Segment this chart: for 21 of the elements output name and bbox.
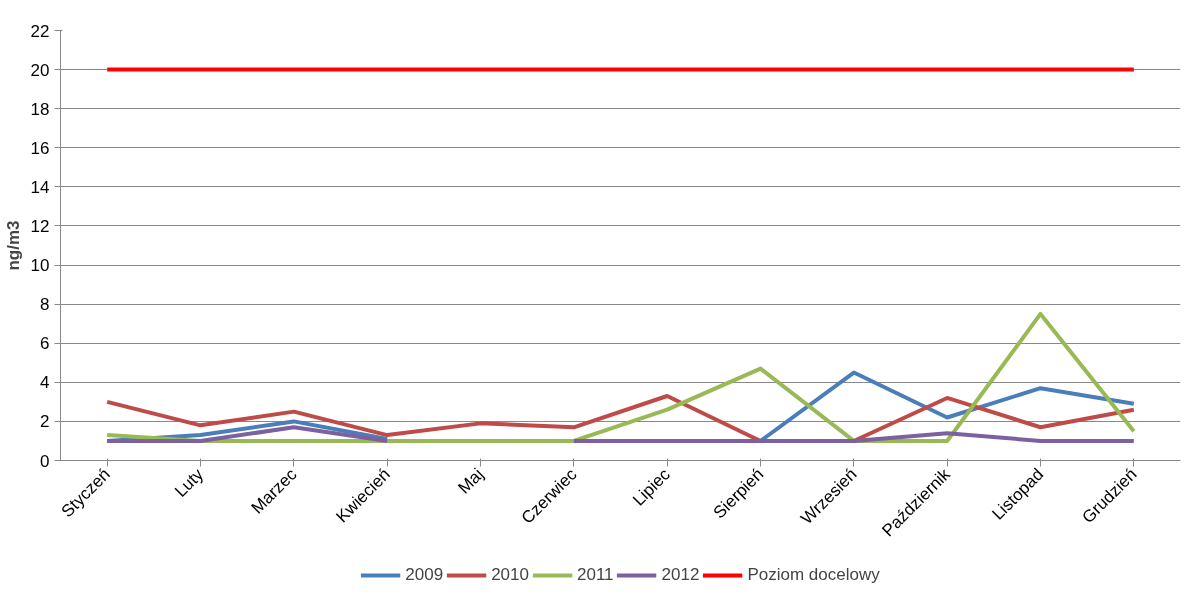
y-tick-label: 10 (30, 256, 50, 276)
y-tick-label: 16 (30, 138, 50, 158)
y-tick-label: 2 (40, 412, 50, 432)
y-tick-label: 18 (30, 99, 50, 119)
y-tick-label: 8 (40, 295, 50, 315)
legend-label: 2012 (661, 565, 700, 585)
y-tick-label: 6 (40, 334, 50, 354)
y-tick-label: 22 (30, 21, 50, 41)
y-tick-label: 0 (40, 451, 50, 471)
y-tick-label: 12 (30, 216, 50, 236)
legend-label: 2011 (576, 565, 614, 585)
legend-label: 2009 (405, 565, 444, 585)
legend-label: 2010 (491, 565, 529, 585)
x-tick-label: Luty (171, 464, 208, 501)
y-axis-title: ng/m3 (3, 220, 23, 271)
x-tick-label: Maj (454, 464, 488, 498)
line-series (105, 311, 1136, 443)
y-tick-label: 20 (30, 60, 50, 80)
legend-label: Poziom docelowy (747, 565, 880, 585)
y-tick-label: 4 (40, 373, 50, 393)
y-tick-label: 14 (30, 177, 50, 197)
